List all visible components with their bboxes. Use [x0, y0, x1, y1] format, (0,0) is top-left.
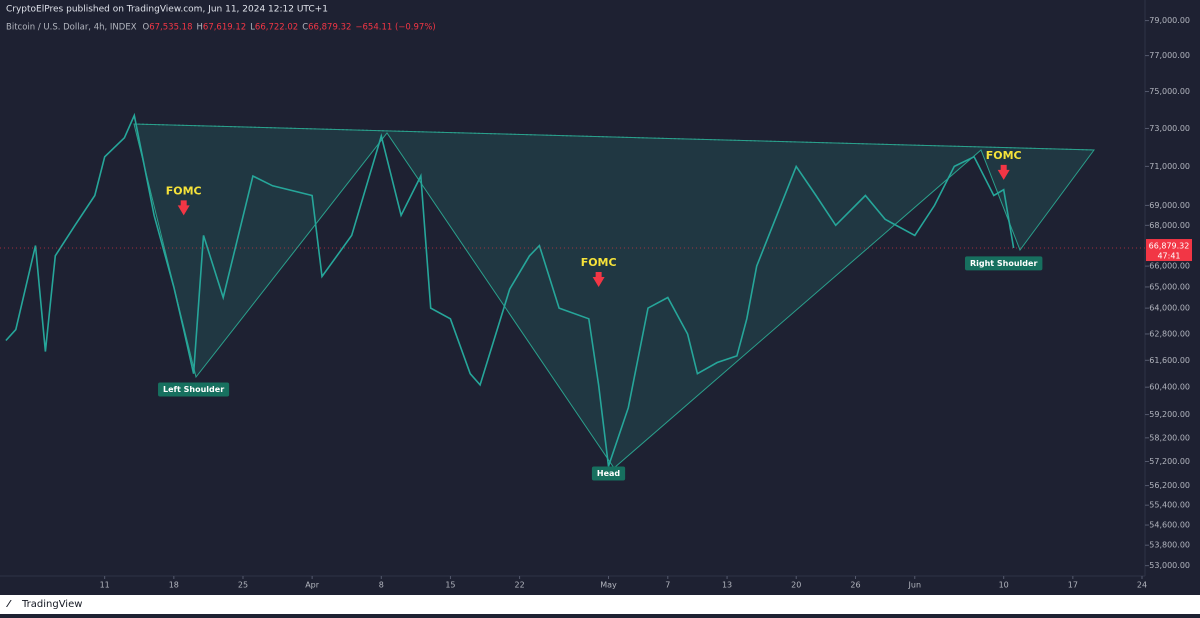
x-tick-label: 7 — [665, 581, 670, 590]
ohlc-value: 66,879.32 — [308, 23, 351, 33]
annotation-box — [964, 256, 1043, 271]
x-tick-label: 26 — [850, 581, 860, 590]
y-tick-label: 59,200.00 — [1149, 410, 1190, 419]
y-tick-label: 54,600.00 — [1149, 521, 1190, 530]
ohlc-value: 67,619.12 — [203, 23, 246, 33]
annotation-box — [591, 466, 626, 481]
x-tick-label: 17 — [1068, 581, 1078, 590]
x-tick-label: Apr — [305, 581, 320, 590]
y-tick-label: 55,400.00 — [1149, 501, 1190, 510]
x-tick-label: 25 — [238, 581, 248, 590]
price-tag — [1146, 239, 1192, 262]
y-tick-label: 68,000.00 — [1149, 221, 1190, 230]
x-tick-label: 15 — [445, 581, 455, 590]
change: −654.11 (−0.97%) — [355, 23, 435, 33]
y-tick-label: 66,000.00 — [1149, 262, 1190, 271]
x-tick-label: 22 — [515, 581, 525, 590]
y-tick-label: 69,000.00 — [1149, 201, 1190, 210]
y-tick-label: 65,000.00 — [1149, 282, 1190, 291]
annotation-arrow — [997, 164, 1010, 180]
annotation-label: Left Shoulder — [163, 385, 224, 394]
y-tick-label: 71,000.00 — [1149, 162, 1190, 171]
x-tick-label: Jun — [908, 581, 922, 590]
y-tick-label: 56,200.00 — [1149, 481, 1190, 490]
price-line — [5, 112, 1015, 467]
annotation-box — [158, 382, 230, 397]
annotation-arrow — [177, 200, 190, 216]
y-tick-label: 53,000.00 — [1149, 561, 1190, 570]
x-tick-label: May — [600, 581, 617, 590]
y-tick-label: 62,800.00 — [1149, 329, 1190, 338]
x-tick-label: 20 — [791, 581, 801, 590]
y-tick-label: 60,400.00 — [1149, 383, 1190, 392]
x-tick-label: 13 — [722, 581, 732, 590]
x-tick-label: 10 — [999, 581, 1009, 590]
pattern-area — [133, 123, 1095, 469]
footer-logo: ⁄ — [6, 599, 12, 610]
annotation-label: Head — [597, 469, 621, 478]
ohlc-key: H — [197, 23, 203, 33]
y-tick-label: 77,000.00 — [1149, 51, 1190, 60]
y-tick-label: 58,200.00 — [1149, 433, 1190, 442]
annotation-label: FOMC — [166, 184, 202, 197]
footer: TradingView — [21, 599, 82, 610]
y-tick-label: 57,200.00 — [1149, 457, 1190, 466]
y-tick-label: 75,000.00 — [1149, 87, 1190, 96]
countdown: 47:41 — [1157, 252, 1180, 261]
annotation-arrow — [592, 271, 605, 287]
ohlc-value: 66,722.02 — [255, 23, 298, 33]
neckline — [133, 123, 1095, 151]
y-tick-label: 61,600.00 — [1149, 356, 1190, 365]
footer-bar — [0, 595, 1200, 614]
y-tick-label: 73,000.00 — [1149, 124, 1190, 133]
symbol: Bitcoin / U.S. Dollar, 4h, INDEX — [6, 23, 137, 33]
marks — [5, 112, 1015, 467]
x-tick-label: 8 — [379, 581, 384, 590]
x-tick-label: 24 — [1137, 581, 1147, 590]
ohlc-key: O — [143, 23, 150, 33]
annotation-label: FOMC — [581, 256, 617, 269]
ohlc-key: C — [302, 23, 308, 33]
ohlc-value: 67,535.18 — [149, 23, 192, 33]
x-tick-label: 11 — [100, 581, 110, 590]
publisher: CryptoElPres published on TradingView.co… — [6, 5, 328, 15]
y-tick-label: 79,000.00 — [1149, 16, 1190, 25]
y-tick-label: 64,000.00 — [1149, 304, 1190, 313]
x-tick-label: 18 — [169, 581, 179, 590]
ohlc-key: L — [250, 23, 255, 33]
annotation-label: FOMC — [986, 149, 1022, 162]
price-tag-label: 66,879.32 — [1149, 242, 1190, 251]
annotation-label: Right Shoulder — [970, 259, 1037, 268]
y-tick-label: 53,800.00 — [1149, 541, 1190, 550]
